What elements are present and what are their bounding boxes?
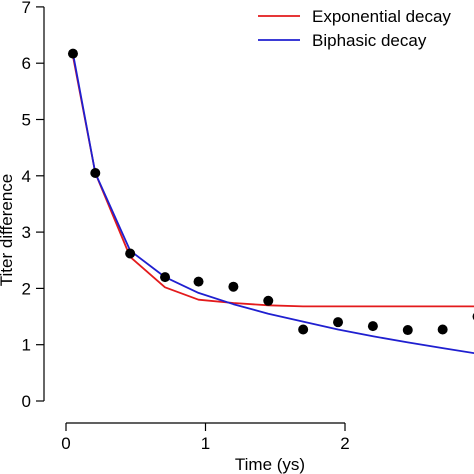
data-point	[160, 272, 171, 283]
y-tick-label: 5	[22, 111, 31, 130]
y-tick-label: 7	[22, 0, 31, 17]
data-point	[90, 167, 101, 178]
y-tick-label: 6	[22, 54, 31, 73]
data-point	[193, 276, 204, 287]
y-axis-label: Titer difference	[0, 174, 16, 286]
data-point	[263, 295, 274, 306]
legend-label: Biphasic decay	[312, 31, 427, 50]
data-point	[298, 324, 309, 335]
x-tick-label: 2	[340, 434, 349, 453]
data-point	[228, 281, 239, 292]
data-points	[67, 48, 474, 336]
x-tick-label: 0	[61, 434, 70, 453]
x-tick-label: 1	[201, 434, 210, 453]
y-tick-label: 1	[22, 336, 31, 355]
y-tick-label: 3	[22, 223, 31, 242]
data-point	[402, 325, 413, 336]
x-axis-label: Time (ys)	[235, 455, 305, 474]
y-tick-label: 2	[22, 279, 31, 298]
y-tick-label: 4	[22, 167, 31, 186]
data-point	[67, 48, 78, 59]
y-tick-label: 0	[22, 392, 31, 411]
data-point	[333, 317, 344, 328]
axes: 0 1 2 3 4 5 6 7 0 1 2	[22, 0, 350, 453]
data-point	[125, 248, 136, 259]
data-point	[437, 324, 448, 335]
legend: Exponential decay Biphasic decay	[258, 7, 451, 50]
data-point	[367, 321, 378, 332]
legend-label: Exponential decay	[312, 7, 451, 26]
